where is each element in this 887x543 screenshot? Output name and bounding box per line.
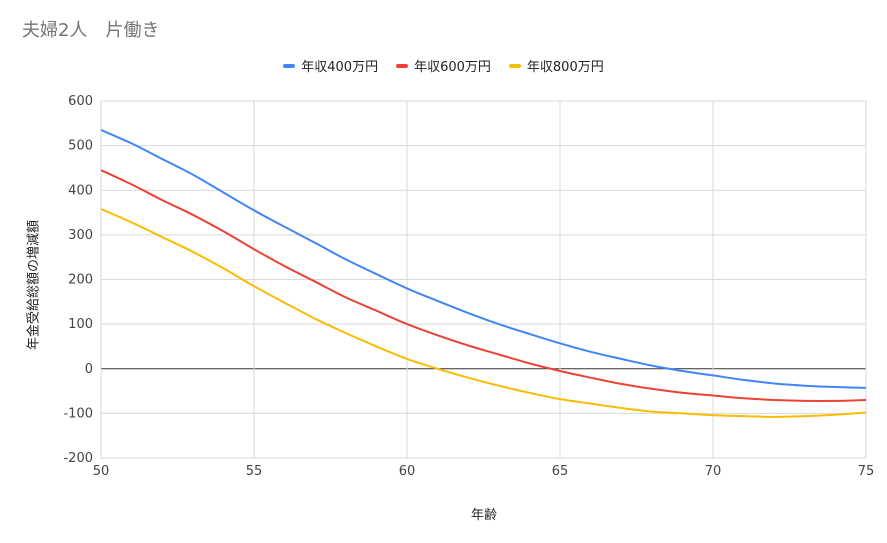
legend-swatch-series-0: [283, 63, 296, 68]
series-line-2: [100, 208, 867, 418]
y-tick-label-8: -200: [63, 451, 93, 466]
legend: 年収400万円 年収600万円 年収800万円: [0, 56, 887, 75]
x-tick-label-0: 50: [93, 464, 110, 479]
legend-item-series-1[interactable]: 年収600万円: [396, 56, 491, 75]
x-tick-label-3: 65: [552, 464, 569, 479]
x-axis-title: 年齢: [470, 508, 498, 523]
y-tick-label-1: 500: [68, 139, 93, 154]
legend-label-series-0: 年収400万円: [301, 60, 379, 75]
y-tick-label-7: -100: [63, 406, 93, 421]
y-tick-label-0: 600: [68, 94, 93, 109]
y-tick-label-3: 300: [68, 228, 93, 243]
chart-title: 夫婦2人 片働き: [22, 20, 160, 41]
x-tick-label-1: 55: [246, 464, 263, 479]
x-tick-label-5: 75: [858, 464, 875, 479]
series-line-0: [100, 129, 867, 389]
legend-swatch-series-2: [508, 63, 521, 68]
y-tick-label-4: 200: [68, 273, 93, 288]
y-tick-label-6: 0: [85, 362, 93, 377]
x-tick-label-2: 60: [399, 464, 416, 479]
legend-label-series-2: 年収800万円: [526, 60, 604, 75]
legend-swatch-series-1: [396, 63, 409, 68]
y-tick-label-2: 400: [68, 183, 93, 198]
series-line-1: [100, 169, 867, 402]
x-tick-label-4: 70: [705, 464, 722, 479]
legend-label-series-1: 年収600万円: [414, 60, 491, 75]
legend-item-series-0[interactable]: 年収400万円: [283, 56, 378, 75]
legend-item-series-2[interactable]: 年収800万円: [508, 56, 604, 75]
y-tick-label-5: 100: [68, 317, 93, 332]
